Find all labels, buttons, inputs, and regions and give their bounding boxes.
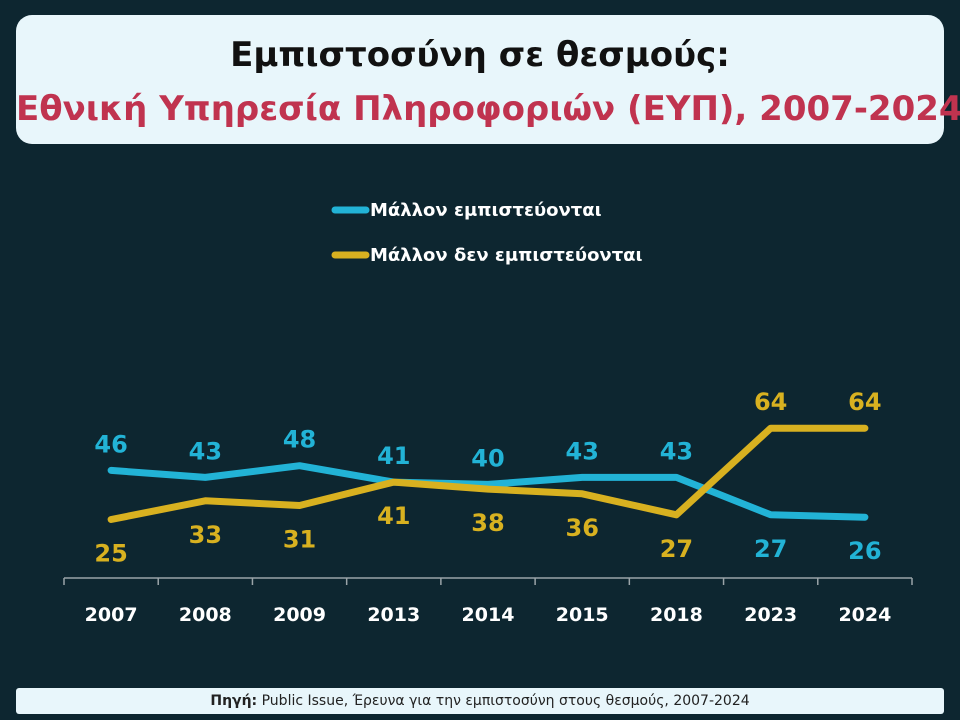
data-labels: 46 43 48 41 40 43 43 27 26 25 33 31 41 38 36 27 64 64 — [94, 388, 881, 567]
source-label: Πηγή: — [210, 693, 258, 709]
data-label-0-2018: 43 — [660, 437, 693, 465]
x-tick-label-2009: 2009 — [273, 604, 326, 626]
x-tick-label-2024: 2024 — [838, 604, 891, 626]
x-tick-label-2015: 2015 — [556, 604, 609, 626]
title-panel: Εμπιστοσύνη σε θεσμούς: Εθνική Υπηρεσία … — [16, 15, 960, 144]
data-label-1-2023: 64 — [754, 388, 787, 416]
source-text: Public Issue, Έρευνα για την εμπιστοσύνη… — [257, 693, 750, 709]
line-chart: Μάλλον εμπιστεύονται Μάλλον δεν εμπιστεύο… — [63, 200, 913, 626]
source-note: Πηγή: Public Issue, Έρευνα για την εμπισ… — [16, 688, 944, 714]
data-label-1-2014: 38 — [471, 509, 504, 537]
data-label-0-2013: 41 — [377, 442, 410, 470]
data-label-1-2018: 27 — [660, 535, 693, 563]
chart-subtitle: Εθνική Υπηρεσία Πληροφοριών (ΕΥΠ), 2007-… — [16, 89, 960, 129]
data-label-0-2008: 43 — [189, 437, 222, 465]
x-tick-label-2007: 2007 — [85, 604, 138, 626]
x-tick-label-2014: 2014 — [462, 604, 515, 626]
data-label-0-2014: 40 — [471, 444, 504, 472]
series-line-0 — [107, 462, 869, 521]
x-axis: 2007 2008 2009 2013 2014 2015 2018 2023 2024 — [63, 577, 913, 626]
series-lines — [107, 424, 869, 523]
data-label-1-2007: 25 — [94, 540, 127, 568]
chart-title: Εμπιστοσύνη σε θεσμούς: — [230, 35, 730, 75]
legend-label-0: Μάλλον εμπιστεύονται — [370, 200, 602, 221]
x-tick-label-2008: 2008 — [179, 604, 232, 626]
data-label-1-2008: 33 — [189, 521, 222, 549]
x-tick-label-2018: 2018 — [650, 604, 703, 626]
data-label-0-2007: 46 — [94, 430, 127, 458]
legend: Μάλλον εμπιστεύονται Μάλλον δεν εμπιστεύο… — [331, 200, 643, 266]
data-label-1-2013: 41 — [377, 502, 410, 530]
series-line-1 — [107, 424, 869, 523]
data-label-1-2009: 31 — [283, 526, 316, 554]
data-label-1-2024: 64 — [848, 388, 881, 416]
data-label-0-2024: 26 — [848, 537, 881, 565]
data-label-0-2023: 27 — [754, 535, 787, 563]
data-label-1-2015: 36 — [566, 514, 599, 542]
data-label-0-2015: 43 — [566, 437, 599, 465]
x-tick-label-2023: 2023 — [744, 604, 797, 626]
legend-label-1: Μάλλον δεν εμπιστεύονται — [370, 245, 643, 266]
x-tick-label-2013: 2013 — [367, 604, 420, 626]
data-label-0-2009: 48 — [283, 426, 316, 454]
